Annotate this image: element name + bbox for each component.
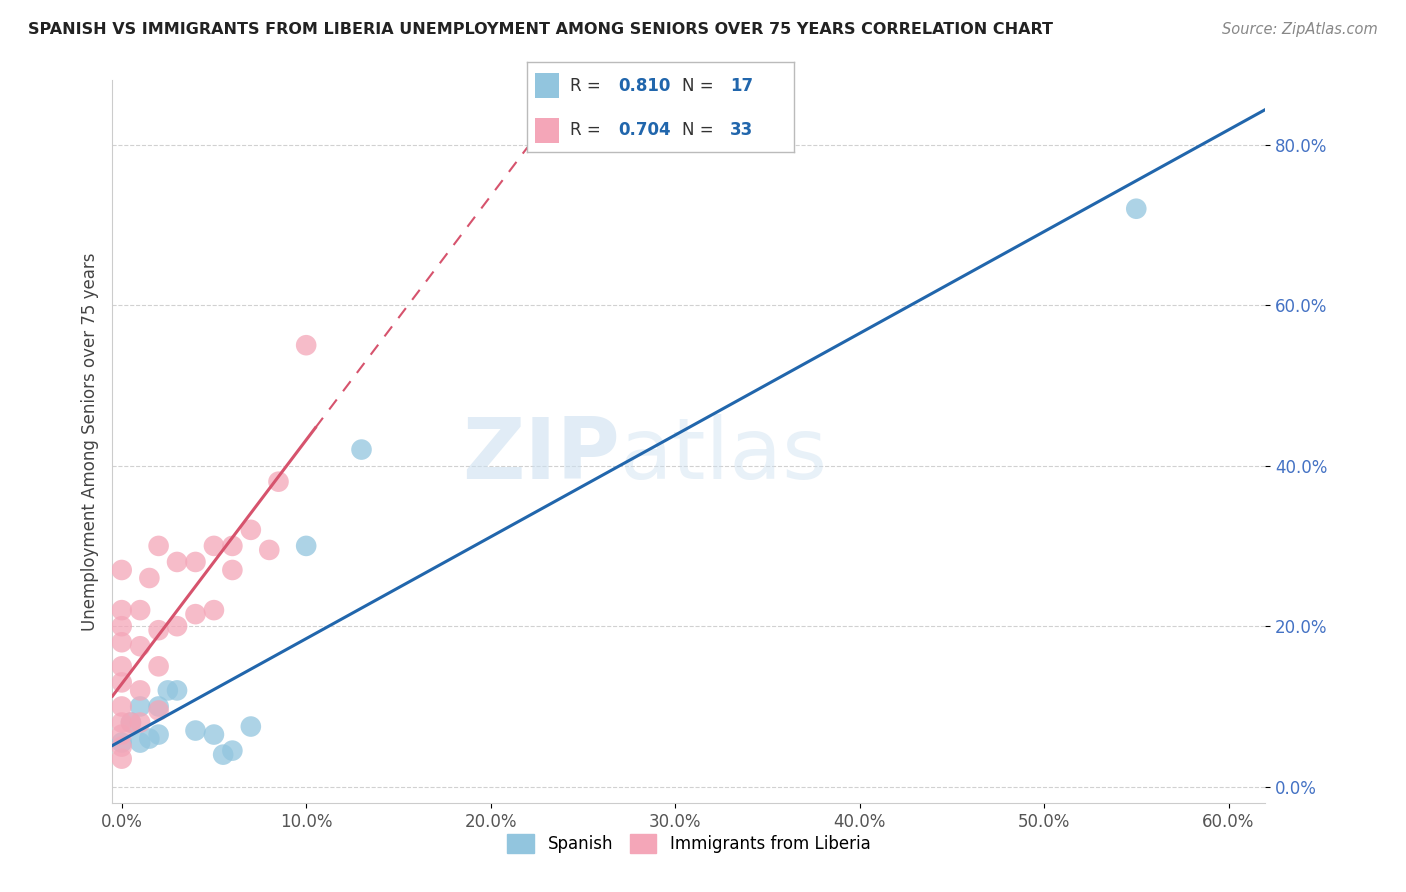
Text: R =: R = [569, 121, 606, 139]
Point [111, 739, 134, 754]
Text: R =: R = [569, 77, 606, 95]
Text: 33: 33 [730, 121, 754, 139]
Point [111, 619, 134, 633]
Text: 0.810: 0.810 [619, 77, 671, 95]
Text: N =: N = [682, 77, 718, 95]
Point [221, 539, 243, 553]
Point [221, 563, 243, 577]
Legend: Spanish, Immigrants from Liberia: Spanish, Immigrants from Liberia [501, 827, 877, 860]
Point [221, 744, 243, 758]
Text: 17: 17 [730, 77, 754, 95]
Point [111, 751, 134, 765]
Point [166, 619, 188, 633]
Point [239, 719, 262, 733]
Y-axis label: Unemployment Among Seniors over 75 years: Unemployment Among Seniors over 75 years [80, 252, 98, 631]
Point [166, 555, 188, 569]
Point [166, 683, 188, 698]
Point [138, 731, 160, 746]
Point [184, 607, 207, 621]
Point [259, 542, 281, 557]
Point [111, 635, 134, 649]
Text: 0.704: 0.704 [619, 121, 671, 139]
Point [111, 728, 134, 742]
Point [156, 683, 179, 698]
Point [111, 715, 134, 730]
Text: ZIP: ZIP [463, 415, 620, 498]
Point [202, 728, 225, 742]
Point [1125, 202, 1147, 216]
Point [212, 747, 235, 762]
Point [350, 442, 373, 457]
Point [202, 603, 225, 617]
Point [111, 563, 134, 577]
FancyBboxPatch shape [536, 118, 560, 143]
Point [148, 539, 170, 553]
Point [148, 728, 170, 742]
Point [129, 735, 152, 749]
Point [111, 735, 134, 749]
Text: SPANISH VS IMMIGRANTS FROM LIBERIA UNEMPLOYMENT AMONG SENIORS OVER 75 YEARS CORR: SPANISH VS IMMIGRANTS FROM LIBERIA UNEMP… [28, 22, 1053, 37]
FancyBboxPatch shape [536, 73, 560, 98]
Point [129, 699, 152, 714]
Point [239, 523, 262, 537]
Point [129, 683, 152, 698]
Point [111, 675, 134, 690]
Point [129, 715, 152, 730]
Point [111, 603, 134, 617]
Text: Source: ZipAtlas.com: Source: ZipAtlas.com [1222, 22, 1378, 37]
Point [295, 338, 318, 352]
Text: atlas: atlas [620, 415, 828, 498]
Point [111, 699, 134, 714]
Point [184, 723, 207, 738]
Text: N =: N = [682, 121, 718, 139]
Point [111, 659, 134, 673]
Point [148, 659, 170, 673]
Point [184, 555, 207, 569]
Point [120, 715, 142, 730]
Point [120, 715, 142, 730]
Point [138, 571, 160, 585]
Point [129, 639, 152, 653]
Point [129, 603, 152, 617]
Point [148, 703, 170, 717]
Point [267, 475, 290, 489]
Point [295, 539, 318, 553]
Point [148, 623, 170, 637]
Point [202, 539, 225, 553]
Point [148, 699, 170, 714]
